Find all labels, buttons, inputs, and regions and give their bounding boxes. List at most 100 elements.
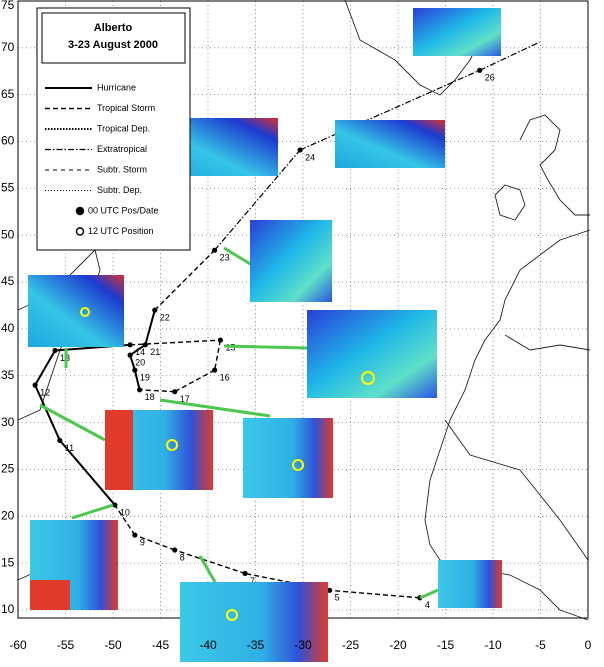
coastline bbox=[344, 0, 481, 96]
track-segment bbox=[244, 572, 330, 592]
date-label: 23 bbox=[220, 253, 230, 263]
lon-tick-label: -5 bbox=[535, 638, 546, 652]
track-segment bbox=[129, 344, 146, 356]
connector bbox=[198, 555, 217, 583]
lat-tick-label: 60 bbox=[1, 134, 15, 148]
coastline bbox=[494, 184, 526, 221]
date-label: 18 bbox=[145, 392, 155, 402]
date-label: 24 bbox=[305, 152, 315, 162]
date-label: 7 bbox=[250, 576, 255, 586]
connector bbox=[39, 403, 106, 442]
track-segment bbox=[134, 534, 175, 551]
track-segment bbox=[174, 369, 215, 393]
lon-tick-label: -25 bbox=[342, 638, 360, 652]
date-label: 11 bbox=[65, 443, 74, 453]
lon-tick-label: 0 bbox=[585, 638, 592, 652]
lat-tick-label: 30 bbox=[1, 415, 15, 429]
legend: Alberto 3-23 August 2000 Hurricane Tropic… bbox=[36, 7, 191, 251]
date-label: 5 bbox=[335, 593, 340, 603]
date-label: 20 bbox=[135, 358, 145, 368]
lon-tick-label: -10 bbox=[484, 638, 502, 652]
satellite-image bbox=[250, 220, 332, 302]
track-segment bbox=[133, 369, 141, 391]
lat-tick-label: 55 bbox=[1, 181, 15, 195]
title-box bbox=[41, 12, 186, 64]
storm-eye bbox=[80, 307, 90, 317]
date-label: 9 bbox=[140, 537, 145, 547]
date-label: 26 bbox=[485, 73, 495, 83]
lon-tick-label: -15 bbox=[437, 638, 455, 652]
legend-label: 00 UTC Pos/Date bbox=[88, 205, 159, 215]
track-segment bbox=[299, 69, 480, 151]
coastline bbox=[519, 114, 590, 216]
lon-tick-label: -55 bbox=[57, 638, 75, 652]
track-segment bbox=[174, 549, 246, 575]
connector bbox=[159, 398, 271, 418]
legend-marker bbox=[75, 227, 85, 236]
track-segment bbox=[114, 504, 136, 536]
date-label: 10 bbox=[120, 507, 130, 517]
date-label: 19 bbox=[140, 373, 150, 383]
lat-tick-label: 50 bbox=[1, 227, 15, 241]
legend-label: Extratropical bbox=[97, 144, 147, 154]
lat-tick-label: 25 bbox=[1, 462, 15, 476]
satellite-image bbox=[307, 310, 437, 398]
satellite-image bbox=[28, 275, 124, 347]
lon-tick-label: -40 bbox=[199, 638, 217, 652]
satellite-image bbox=[243, 418, 333, 498]
lon-tick-label: -60 bbox=[9, 638, 27, 652]
satellite-image bbox=[180, 582, 328, 662]
legend-label: Tropical Storm bbox=[97, 103, 155, 113]
lat-tick-label: 40 bbox=[1, 321, 15, 335]
lon-tick-label: -45 bbox=[152, 638, 170, 652]
date-label: 21 bbox=[150, 347, 160, 357]
legend-label: 12 UTC Position bbox=[88, 226, 154, 236]
track-segment bbox=[139, 389, 175, 393]
lat-tick-label: 45 bbox=[1, 274, 15, 288]
legend-items: Hurricane Tropical Storm Tropical Dep. Extr… bbox=[45, 82, 159, 236]
track-segment bbox=[479, 41, 540, 71]
track-segment bbox=[329, 589, 420, 599]
date-label: 16 bbox=[220, 373, 230, 383]
satellite-image-land bbox=[105, 410, 133, 490]
storm-eye bbox=[166, 439, 178, 451]
legend-marker bbox=[75, 206, 85, 216]
date-label: 8 bbox=[180, 552, 185, 562]
date-label: 4 bbox=[425, 600, 430, 610]
date-label: 14 bbox=[135, 347, 145, 357]
track-segment bbox=[214, 149, 301, 251]
lat-tick-label: 75 bbox=[1, 0, 15, 12]
connector bbox=[223, 246, 253, 267]
storm-eye bbox=[292, 459, 304, 471]
satellite-image bbox=[413, 8, 501, 56]
lon-tick-label: -35 bbox=[247, 638, 265, 652]
satellite-image-land bbox=[30, 580, 70, 610]
title: Alberto bbox=[94, 22, 133, 34]
track-segment bbox=[59, 439, 116, 506]
lon-tick-label: -30 bbox=[294, 638, 312, 652]
lon-tick-label: -20 bbox=[389, 638, 407, 652]
legend-label: Subtr. Storm bbox=[97, 164, 147, 174]
track-segment bbox=[144, 309, 156, 346]
track-segment bbox=[34, 384, 61, 441]
connector bbox=[419, 588, 439, 600]
legend-label: Hurricane bbox=[97, 82, 136, 92]
date-label: 22 bbox=[160, 313, 170, 323]
track-segment bbox=[154, 249, 216, 311]
satellite-image bbox=[438, 560, 502, 608]
axis-ticks: -60 -55 -50 -45 -40 -35 -30 -25 -20 -15 -10 -5 01015… bbox=[1, 0, 592, 652]
track-position bbox=[242, 570, 248, 577]
storm-eye bbox=[361, 371, 375, 385]
date-label: 17 bbox=[180, 394, 190, 404]
lon-tick-label: -50 bbox=[104, 638, 122, 652]
track-segment bbox=[130, 339, 221, 346]
legend-label: Tropical Dep. bbox=[97, 123, 150, 133]
lat-tick-label: 10 bbox=[1, 602, 15, 616]
satellite-image bbox=[335, 120, 445, 168]
lat-tick-label: 65 bbox=[1, 87, 15, 101]
track-segment bbox=[34, 349, 56, 386]
storm-eye bbox=[226, 609, 238, 621]
subtitle: 3-23 August 2000 bbox=[68, 39, 158, 51]
connector bbox=[223, 344, 308, 350]
